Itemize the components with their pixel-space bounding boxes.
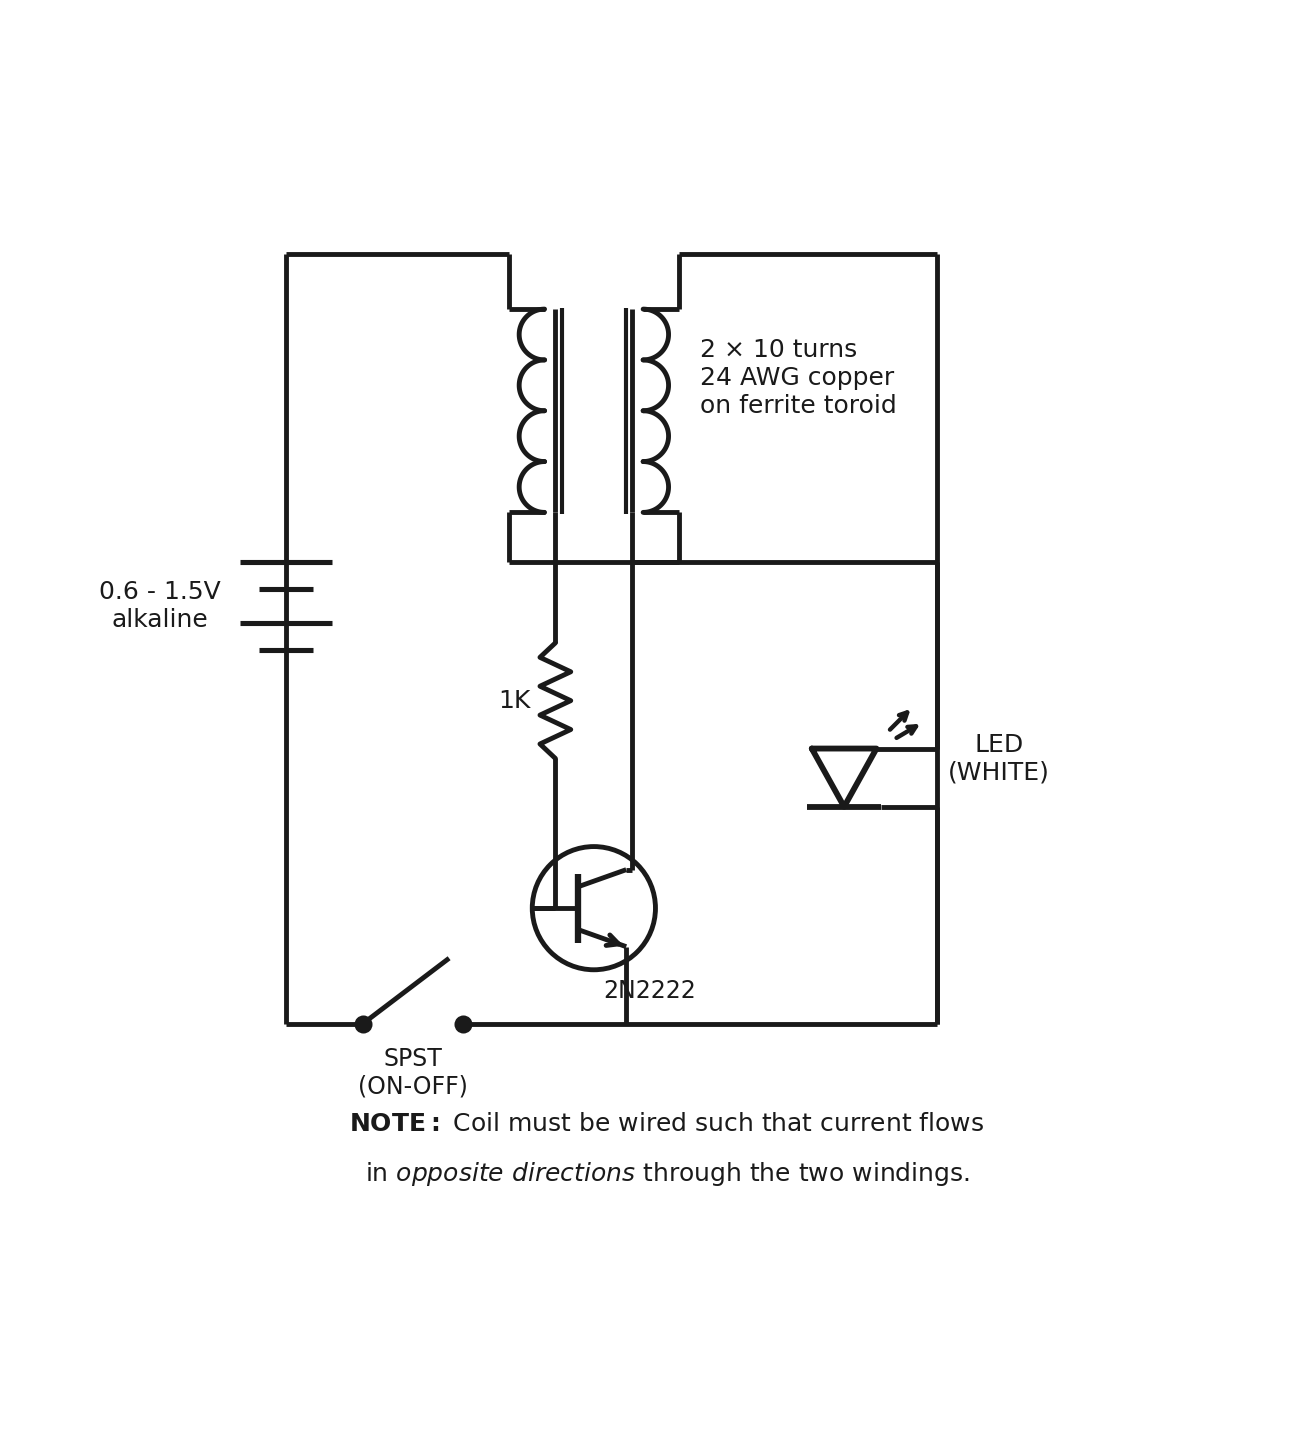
Text: $\mathbf{NOTE:}$ Coil must be wired such that current flows: $\mathbf{NOTE:}$ Coil must be wired such… [350,1112,985,1136]
Text: 2N2222: 2N2222 [603,979,696,1003]
Text: 0.6 - 1.5V
alkaline: 0.6 - 1.5V alkaline [99,580,221,632]
Text: SPST
(ON-OFF): SPST (ON-OFF) [358,1046,468,1098]
Text: 2 × 10 turns
24 AWG copper
on ferrite toroid: 2 × 10 turns 24 AWG copper on ferrite to… [700,339,897,418]
Text: in $\it{opposite\ directions}$ through the two windings.: in $\it{opposite\ directions}$ through t… [364,1159,969,1187]
Text: 1K: 1K [499,689,530,712]
Text: LED
(WHITE): LED (WHITE) [948,732,1050,785]
